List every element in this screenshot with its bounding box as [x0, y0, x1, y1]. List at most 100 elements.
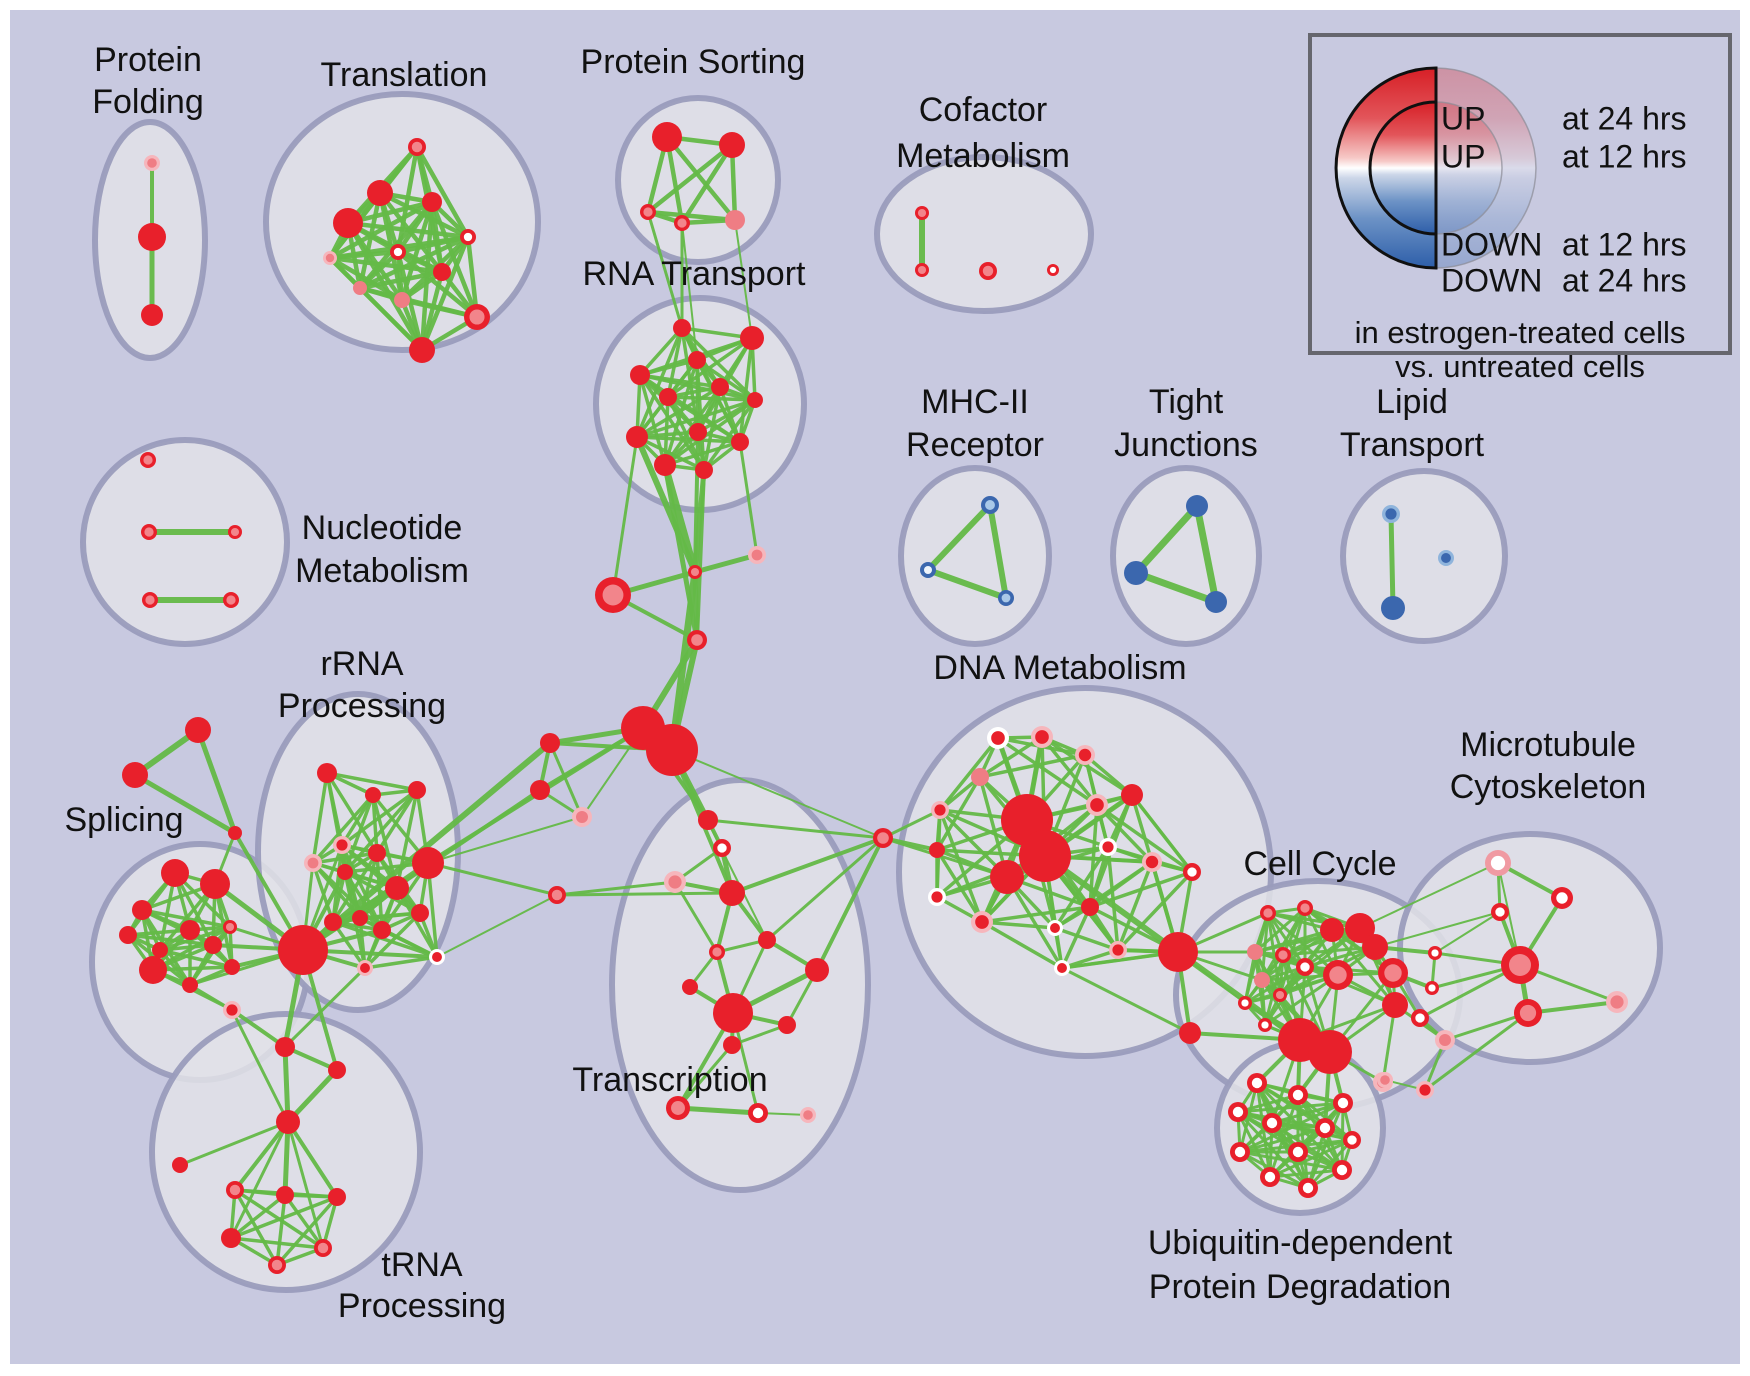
network-edge-mesh [978, 735, 1044, 779]
network-node-rt6 [659, 388, 677, 406]
node-inner [1385, 508, 1397, 520]
network-edge-mesh [140, 908, 232, 929]
network-edge-mesh [395, 886, 439, 959]
node-outer [990, 860, 1024, 894]
network-node-rr2 [365, 787, 381, 803]
network-edge [195, 727, 238, 836]
network-edge [300, 860, 431, 953]
node-outer [688, 351, 706, 369]
node-outer [1247, 944, 1263, 960]
network-node-ti1 [223, 1001, 241, 1019]
node-outer [394, 292, 410, 308]
network-node-rr6 [337, 864, 353, 880]
network-node-dm7 [1121, 784, 1143, 806]
node-outer [711, 378, 729, 396]
network-node-tj1 [1186, 495, 1208, 517]
node-inner [317, 1242, 329, 1254]
node-outer [929, 842, 945, 858]
network-node-dm18 [1183, 863, 1201, 881]
network-node-rt1 [673, 319, 691, 337]
network-edge [1526, 1000, 1619, 1015]
network-edge [282, 1119, 291, 1198]
network-edge [436, 894, 558, 958]
node-outer [180, 920, 200, 940]
network-edge-mesh [935, 848, 984, 924]
network-edge [1130, 793, 1194, 874]
node-inner [411, 141, 423, 153]
network-edge [925, 567, 1009, 601]
network-edge-mesh [331, 851, 379, 924]
network-node-dm4 [971, 768, 989, 786]
cluster-label-rna-transport: RNA Transport [583, 255, 807, 293]
network-edge-mesh [938, 808, 984, 924]
network-edge-mesh [645, 142, 735, 215]
network-edge-mesh [635, 398, 757, 439]
node-inner [226, 595, 236, 605]
network-edge-mesh [1238, 1126, 1327, 1154]
legend-caption-1: vs. untreated cells [1395, 349, 1645, 384]
node-outer [652, 122, 682, 152]
network-node-mt5 [1501, 946, 1539, 984]
node-inner [985, 500, 995, 510]
network-edge [1443, 1011, 1530, 1042]
node-inner [1232, 1106, 1244, 1118]
network-node-tn6 [548, 886, 566, 904]
network-node-rr8 [412, 847, 444, 879]
node-outer [228, 826, 242, 840]
network-node-ch3 [595, 577, 631, 613]
network-edge [611, 435, 639, 597]
network-node-mt6 [1425, 981, 1439, 995]
network-node-cc5 [1247, 944, 1263, 960]
network-node-tr1 [226, 1181, 244, 1199]
network-node-rr9 [385, 876, 409, 900]
network-edge-mesh [1116, 860, 1154, 952]
network-edge [230, 1008, 287, 1049]
network-node-cc2 [1297, 900, 1313, 916]
network-node-rr14 [357, 960, 373, 976]
node-outer [373, 921, 391, 939]
network-edge-mesh [635, 435, 706, 472]
network-edge-mesh [357, 249, 401, 291]
network-node-tr5 [314, 1239, 332, 1257]
node-outer [141, 304, 163, 326]
network-node-tn4 [719, 880, 745, 906]
network-edge-mesh [738, 336, 754, 444]
node-outer [224, 959, 240, 975]
network-edge-mesh [311, 851, 379, 865]
node-outer [689, 423, 707, 441]
node-inner [1300, 962, 1310, 972]
network-node-trl [172, 1157, 188, 1173]
cluster-label-protein-folding: Protein [94, 41, 202, 79]
network-edge [230, 1008, 290, 1124]
node-inner [360, 963, 370, 973]
network-edge-mesh [340, 788, 419, 847]
node-outer [719, 880, 745, 906]
network-node-rr12 [373, 921, 391, 939]
node-outer [324, 913, 342, 931]
network-edge-mesh [1253, 906, 1307, 954]
node-inner [982, 265, 994, 277]
node-inner [751, 549, 763, 561]
legend-caption-0: in estrogen-treated cells [1355, 315, 1686, 350]
network-node-tb1 [709, 944, 725, 960]
network-edge [1434, 911, 1501, 954]
cluster-ellipse-protein-sorting [615, 95, 781, 265]
network-edge-mesh [358, 911, 422, 920]
network-node-tr4 [221, 1228, 241, 1248]
network-node-ub10 [1260, 1167, 1280, 1187]
network-edge-mesh [363, 911, 422, 970]
network-edge-mesh [327, 255, 425, 353]
network-edge-mesh [1306, 1138, 1354, 1190]
network-edge [132, 772, 238, 836]
legend-time-1: at 12 hrs [1562, 138, 1687, 174]
cluster-label-tight-junctions: Tight [1149, 383, 1224, 421]
network-edge-mesh [1060, 905, 1092, 970]
node-inner [975, 915, 989, 929]
network-node-rr7 [368, 844, 386, 862]
cluster-label-transcription: Transcription [572, 1061, 767, 1099]
network-edge [233, 1120, 290, 1192]
cluster-label-trna-processing: tRNA [381, 1246, 463, 1284]
network-edge-mesh [158, 948, 234, 969]
network-node-mt3 [1491, 903, 1509, 921]
network-edge-mesh [325, 771, 419, 792]
